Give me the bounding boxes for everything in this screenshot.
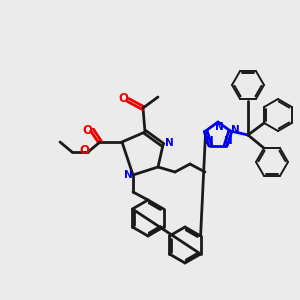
Text: O: O <box>79 145 89 158</box>
Text: N: N <box>124 170 132 180</box>
Text: O: O <box>82 124 92 136</box>
Text: N: N <box>214 122 224 132</box>
Text: N: N <box>224 136 233 146</box>
Text: N: N <box>165 138 173 148</box>
Text: N: N <box>205 136 214 146</box>
Text: N: N <box>231 125 240 135</box>
Text: O: O <box>118 92 128 106</box>
